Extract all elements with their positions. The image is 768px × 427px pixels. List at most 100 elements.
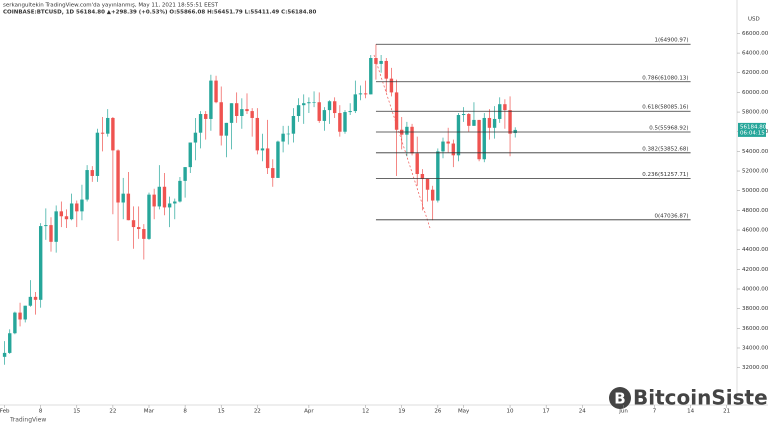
candle-body <box>503 104 507 111</box>
price-box-price: 56184.80 <box>740 124 767 130</box>
candle-body <box>100 132 105 134</box>
y-tick-label: 52000.00 <box>742 169 768 175</box>
fib-label: 0.786(61080.13) <box>642 75 688 81</box>
x-tick-label: 15 <box>218 409 225 415</box>
x-tick-label: 7 <box>653 409 657 415</box>
candle-body <box>307 102 311 104</box>
fib-label: 0.618(58085.16) <box>642 105 688 111</box>
x-tick-label: Feb <box>0 409 10 415</box>
x-tick-label: 26 <box>434 409 441 415</box>
candle-body <box>487 117 492 128</box>
candle-body <box>420 173 425 179</box>
candle-body <box>198 114 203 133</box>
candle-body <box>322 110 327 121</box>
candle-body <box>131 220 136 228</box>
candle-body <box>348 111 352 113</box>
y-tick-label: 54000.00 <box>742 149 768 155</box>
candle-body <box>167 203 172 208</box>
candle-body <box>477 119 481 160</box>
candle-body <box>245 109 249 112</box>
candle-body <box>95 132 100 176</box>
candle-body <box>90 170 94 176</box>
candle-body <box>456 115 461 156</box>
candle-body <box>18 312 22 320</box>
y-tick-label: 42000.00 <box>742 267 768 273</box>
watermark: B BitcoinSistemi <box>609 386 768 410</box>
candle-body <box>343 112 347 132</box>
candle-body <box>265 148 270 169</box>
y-tick-label: 44000.00 <box>742 247 768 253</box>
candle-body <box>317 102 321 121</box>
candle-body <box>358 93 363 95</box>
x-tick-label: 15 <box>73 409 80 415</box>
x-tick-label: Jun <box>618 409 628 415</box>
candle-body <box>271 168 275 178</box>
candle-body <box>116 150 120 203</box>
candle-body <box>332 101 337 114</box>
candle-body <box>410 126 414 154</box>
y-tick-label: 58000.00 <box>742 110 768 116</box>
x-tick-label: 22 <box>109 409 116 415</box>
candle-body <box>467 114 471 126</box>
candle-body <box>44 225 48 227</box>
candle-body <box>162 186 167 208</box>
candle-body <box>327 101 332 111</box>
candle-body <box>492 118 497 128</box>
candle-body <box>250 111 254 118</box>
y-tick-label: 48000.00 <box>742 208 768 214</box>
x-tick-label: 10 <box>507 409 514 415</box>
candle-body <box>425 178 430 190</box>
candle-body <box>363 93 368 95</box>
candle-body <box>8 333 12 353</box>
x-tick-label: 8 <box>183 409 187 415</box>
y-tick-label: 36000.00 <box>742 326 768 332</box>
candle-body <box>23 305 27 320</box>
x-tick-label: Mar <box>144 409 155 415</box>
watermark-coin <box>609 387 631 409</box>
candle-body <box>2 352 7 357</box>
candle-body <box>461 114 466 116</box>
candle-body <box>389 78 394 93</box>
candle-body <box>296 105 301 116</box>
candle-body <box>214 80 218 103</box>
x-tick-label: Apr <box>304 409 314 415</box>
y-tick-label: 66000.00 <box>742 31 768 37</box>
candle-body <box>157 186 162 207</box>
candle-body <box>441 141 445 152</box>
price-box <box>738 122 766 137</box>
watermark-coin-letter: B <box>614 390 625 408</box>
candle-body <box>302 103 306 106</box>
candle-body <box>379 60 383 64</box>
candle-body <box>111 117 115 151</box>
candle-body <box>64 216 69 220</box>
candle-body <box>255 117 260 151</box>
candle-body <box>59 211 64 217</box>
y-tick-label: 40000.00 <box>742 287 768 293</box>
candle-body <box>291 115 296 134</box>
candle-body <box>260 148 265 151</box>
x-tick-label: 17 <box>543 409 550 415</box>
x-tick-label: 12 <box>362 409 369 415</box>
candle-body <box>38 226 43 300</box>
candle-body <box>33 296 38 300</box>
x-tick-label: 19 <box>398 409 405 415</box>
candle-body <box>286 133 290 135</box>
candle-body <box>369 57 373 95</box>
logo: TradingView <box>9 417 46 424</box>
candle-body <box>415 153 419 174</box>
candle-body <box>80 199 84 212</box>
candle-body <box>69 203 74 220</box>
candle-body <box>49 225 53 242</box>
y-tick-label: 34000.00 <box>742 345 768 351</box>
candle-body <box>224 122 229 136</box>
candle-body <box>281 133 285 142</box>
candle-body <box>276 141 280 178</box>
fib-label: 0.382(53852.68) <box>642 146 688 152</box>
candle-body <box>219 102 223 136</box>
y-tick-label: 62000.00 <box>742 70 768 76</box>
candle-body <box>240 109 244 116</box>
header-symbol: COINBASE:BTCUSD, 1D 56184.80 ▲+298.39 (+… <box>3 10 316 16</box>
currency: USD <box>748 17 760 23</box>
y-tick-label: 38000.00 <box>742 306 768 312</box>
